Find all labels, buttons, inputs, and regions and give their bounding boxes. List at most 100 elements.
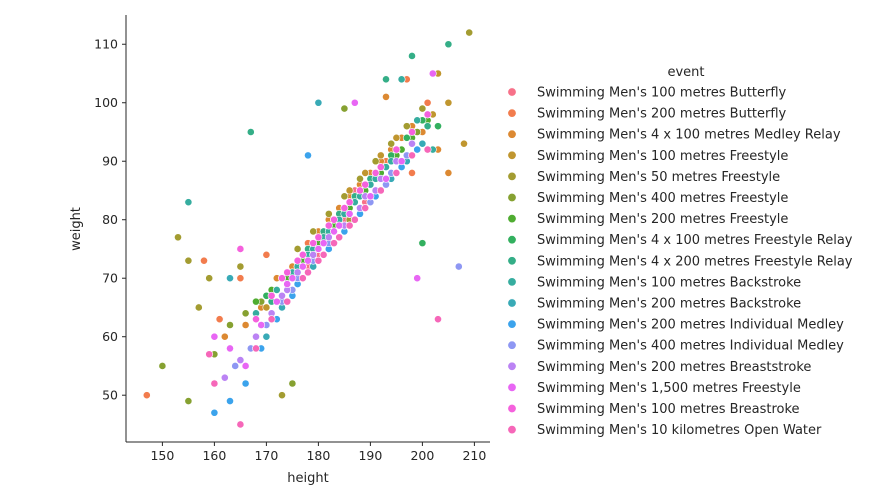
- y-tick-label: 90: [102, 154, 118, 169]
- legend-marker: [507, 277, 517, 287]
- legend-label: Swimming Men's 100 metres Breastroke: [537, 402, 800, 417]
- data-point: [304, 256, 312, 265]
- data-point: [330, 239, 338, 248]
- legend-label: Swimming Men's 100 metres Butterfly: [537, 86, 787, 101]
- data-point: [361, 169, 370, 177]
- data-point: [309, 250, 318, 259]
- data-point: [460, 139, 468, 148]
- data-point: [413, 145, 422, 154]
- data-point: [324, 221, 333, 230]
- data-point: [428, 69, 437, 78]
- data-point: [314, 245, 323, 253]
- legend-marker: [507, 108, 517, 118]
- data-point: [267, 291, 276, 300]
- legend-marker: [507, 214, 517, 224]
- data-point: [298, 262, 307, 271]
- data-point: [408, 128, 416, 136]
- data-point: [324, 233, 333, 242]
- legend-marker: [507, 340, 517, 350]
- x-tick-label: 190: [358, 448, 382, 463]
- data-point: [267, 315, 276, 324]
- data-point: [283, 280, 292, 288]
- data-point: [210, 379, 219, 388]
- data-point: [314, 256, 323, 265]
- data-point: [330, 215, 338, 224]
- data-point: [236, 274, 245, 283]
- x-tick-label: 180: [306, 448, 330, 463]
- legend-marker: [507, 87, 517, 97]
- data-point: [241, 362, 250, 370]
- data-point: [423, 145, 432, 154]
- data-point: [184, 397, 193, 405]
- data-point: [392, 133, 401, 142]
- data-point: [335, 221, 344, 230]
- data-point: [408, 139, 416, 148]
- y-tick-label: 110: [94, 37, 118, 52]
- data-point: [382, 174, 390, 183]
- y-tick-label: 60: [102, 329, 118, 344]
- data-point: [174, 233, 182, 242]
- legend-marker: [507, 171, 517, 181]
- data-point: [210, 332, 219, 341]
- data-point: [465, 28, 474, 37]
- data-point: [236, 420, 245, 429]
- y-tick-label: 100: [94, 95, 118, 110]
- legend-label: Swimming Men's 200 metres Backstroke: [537, 297, 801, 312]
- data-point: [423, 110, 432, 119]
- data-point: [293, 256, 302, 265]
- data-point: [392, 169, 401, 177]
- data-point: [418, 104, 427, 113]
- data-point: [371, 157, 380, 166]
- legend-marker: [507, 193, 517, 203]
- data-point: [262, 303, 271, 312]
- data-point: [210, 408, 219, 417]
- data-point: [319, 239, 328, 248]
- legend-marker: [507, 298, 517, 308]
- data-point: [397, 157, 406, 166]
- data-point: [376, 163, 385, 171]
- data-point: [252, 297, 260, 306]
- data-point: [220, 332, 229, 341]
- data-point: [340, 204, 349, 212]
- legend-label: Swimming Men's 4 x 100 metres Freestyle …: [537, 233, 853, 248]
- legend-marker: [507, 382, 517, 392]
- data-point: [309, 227, 318, 236]
- legend-marker: [507, 256, 517, 266]
- data-point: [142, 391, 151, 400]
- data-point: [345, 221, 354, 230]
- data-point: [361, 204, 370, 212]
- data-point: [408, 151, 416, 160]
- data-point: [356, 186, 364, 195]
- data-point: [434, 122, 442, 131]
- y-tick-label: 80: [102, 212, 118, 227]
- data-point: [345, 198, 354, 207]
- data-point: [392, 145, 401, 154]
- data-point: [236, 245, 245, 253]
- legend-label: Swimming Men's 200 metres Butterfly: [537, 107, 787, 122]
- data-point: [241, 379, 250, 388]
- data-point: [304, 268, 312, 277]
- data-point: [158, 362, 167, 370]
- data-point: [246, 128, 255, 136]
- legend-label: Swimming Men's 400 metres Freestyle: [537, 191, 788, 206]
- data-point: [376, 186, 385, 195]
- data-point: [434, 315, 442, 324]
- data-point: [283, 297, 292, 306]
- data-point: [309, 239, 318, 248]
- data-point: [324, 209, 333, 218]
- data-point: [262, 250, 271, 259]
- legend-title: event: [667, 65, 704, 80]
- axes-layer: 150 160 170 180 190 200 210 50 60 70 80 90 100 110: [94, 15, 490, 463]
- legend-marker: [507, 129, 517, 139]
- data-point: [241, 321, 250, 329]
- data-point: [350, 98, 359, 107]
- data-point: [319, 250, 328, 259]
- legend-label: Swimming Men's 50 metres Freestyle: [537, 170, 780, 185]
- legend-label: Swimming Men's 1,500 metres Freestyle: [537, 381, 801, 396]
- data-point: [278, 291, 286, 300]
- data-point: [376, 151, 385, 160]
- x-tick-label: 160: [202, 448, 226, 463]
- data-point: [236, 356, 245, 365]
- data-point: [205, 274, 214, 283]
